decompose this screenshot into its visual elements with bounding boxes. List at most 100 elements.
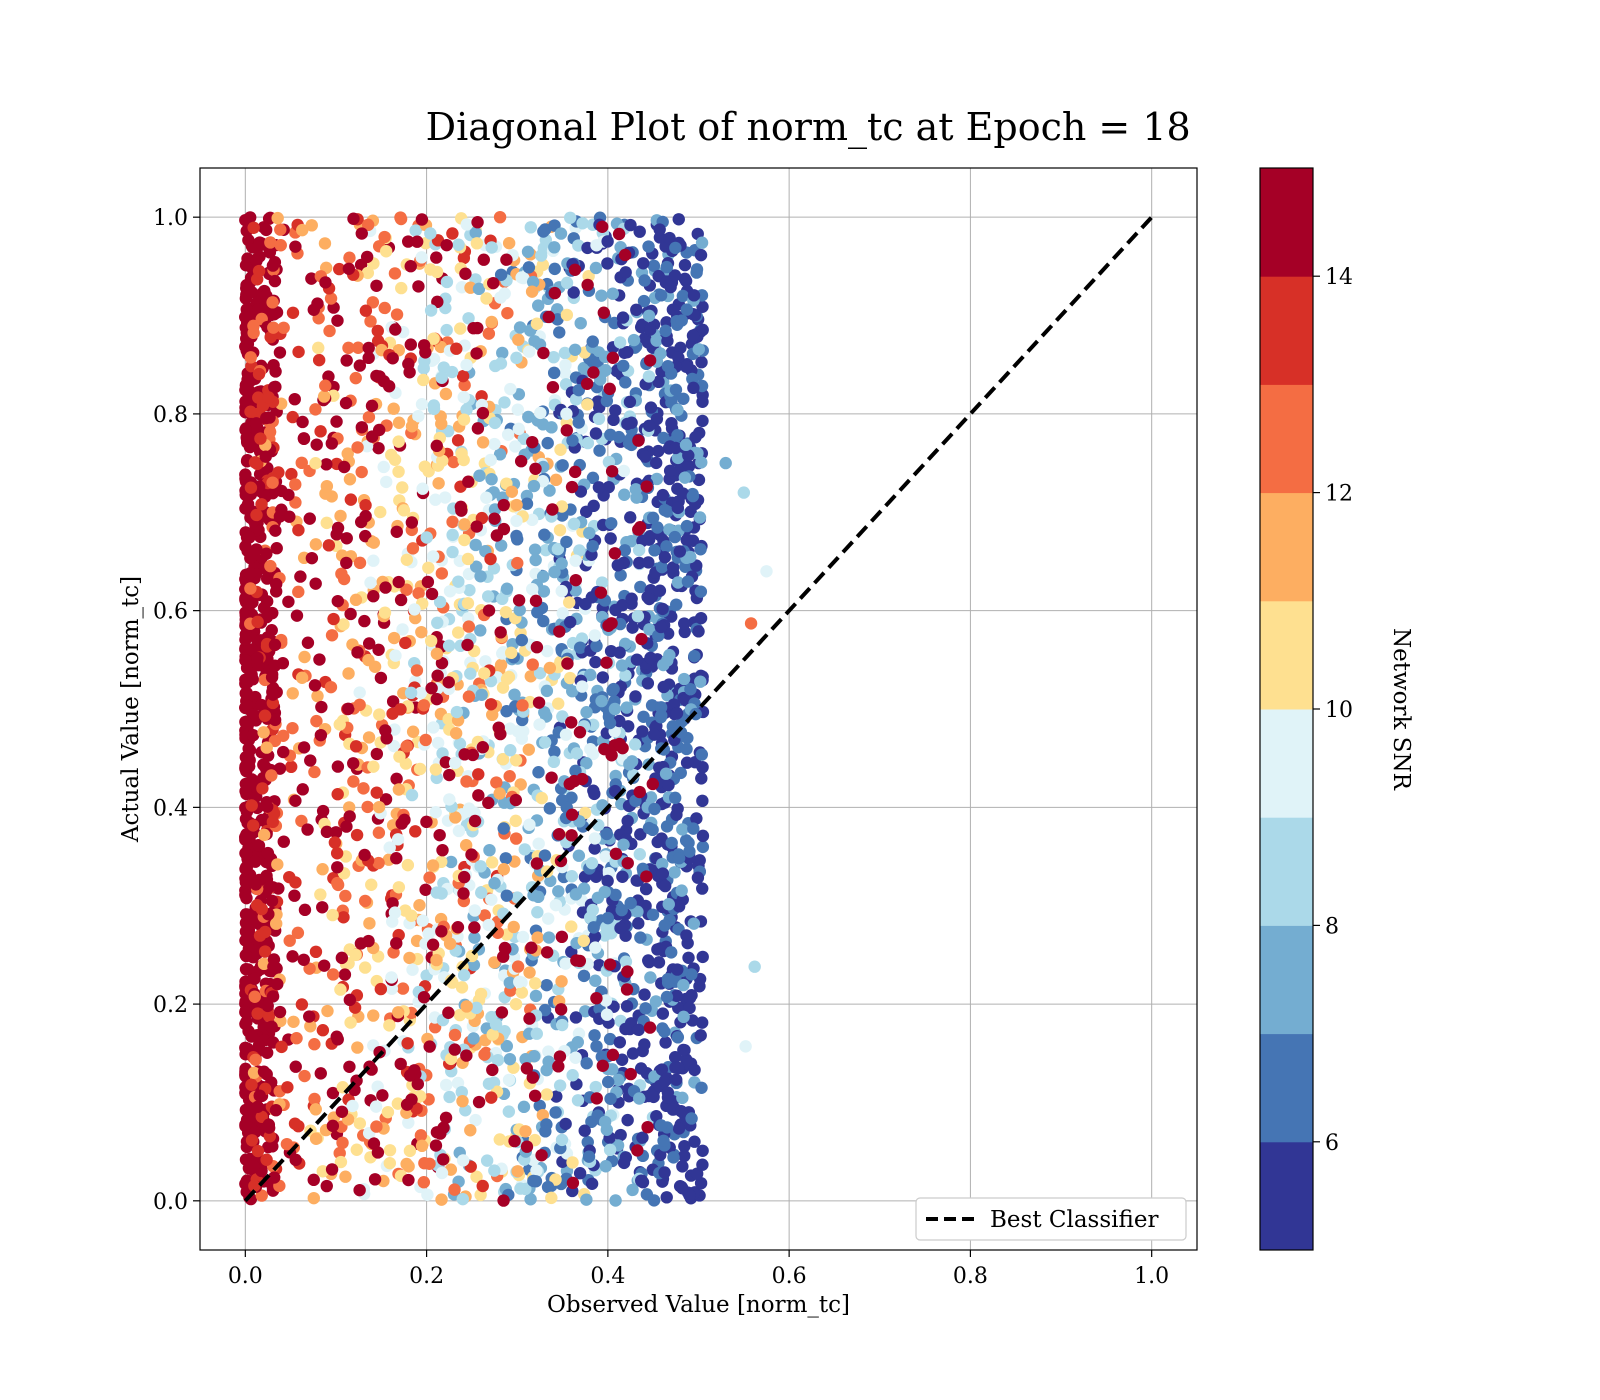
scatter-point [538,849,552,862]
scatter-point [659,1036,672,1049]
x-tick-label: 0.2 [409,1264,444,1289]
scatter-point [502,236,516,250]
scatter-point [603,958,617,971]
scatter-point [689,431,702,444]
scatter-point [372,643,385,656]
scatter-point [560,407,573,421]
scatter-point [361,218,375,232]
scatter-point [511,1165,524,1178]
scatter-point [449,727,463,740]
scatter-point [615,659,629,672]
scatter-point [364,315,377,328]
scatter-point [468,814,482,828]
scatter-point [692,343,705,356]
scatter-point [687,381,700,395]
scatter-point [342,667,355,680]
scatter-point [475,688,488,701]
scatter-point [670,706,684,720]
scatter-point [470,1001,483,1015]
scatter-point [644,401,658,414]
scatter-point [696,1144,709,1157]
scatter-point [633,521,647,534]
scatter-point [616,599,629,612]
scatter-point [331,861,344,874]
scatter-point [513,975,526,989]
scatter-point [316,1165,329,1178]
scatter-point [647,1090,660,1104]
scatter-point [530,857,544,870]
scatter-point [611,559,624,572]
scatter-point [589,427,603,440]
scatter-point [457,413,471,426]
scatter-point [248,990,261,1003]
scatter-point [367,760,380,773]
colorbar-segment [1260,709,1313,818]
scatter-point [589,655,602,669]
scatter-point [312,353,326,367]
scatter-point [342,702,355,716]
scatter-point [606,351,620,364]
scatter-point [678,258,692,272]
scatter-point [687,289,701,302]
scatter-point [494,357,508,370]
scatter-point [676,823,689,836]
scatter-point [269,1104,283,1117]
scatter-point [605,517,618,530]
scatter-point [514,455,528,468]
scatter-point [454,322,467,335]
scatter-point [493,1133,506,1146]
x-tick-label: 1.0 [1134,1264,1169,1289]
scatter-point [281,1081,294,1094]
scatter-point [457,390,470,404]
scatter-point [331,760,345,773]
scatter-point [461,597,475,610]
scatter-point [482,796,495,810]
scatter-point [319,276,332,289]
scatter-point [242,374,256,387]
scatter-point [573,1167,587,1180]
scatter-point [271,858,284,871]
scatter-point [602,619,615,632]
scatter-point [439,1111,453,1124]
scatter-point [621,814,634,828]
scatter-point [534,406,547,420]
scatter-point [307,1173,320,1187]
scatter-point [309,403,322,416]
scatter-point [696,414,709,428]
scatter-point [526,435,539,449]
scatter-point [553,326,566,339]
scatter-point [353,359,367,372]
scatter-point [646,823,659,837]
scatter-point [671,451,685,465]
scatter-point [639,1002,652,1015]
scatter-point [243,743,257,757]
scatter-point [448,1043,461,1056]
scatter-point [480,292,493,305]
scatter-point [319,379,332,392]
scatter-point [679,438,693,452]
scatter-point [426,859,440,872]
scatter-point [661,334,674,348]
scatter-point [442,1006,455,1019]
scatter-point [618,488,631,501]
scatter-point [643,1021,657,1034]
scatter-point [445,974,458,987]
scatter-point [531,931,544,944]
scatter-point [335,1105,349,1118]
scatter-point [680,742,693,756]
scatter-point [555,584,568,598]
scatter-point [601,874,614,888]
scatter-point [568,465,582,479]
scatter-point [508,688,521,701]
scatter-point [582,1150,596,1163]
colorbar-tick-label: 8 [1325,914,1339,939]
scatter-point [359,499,372,512]
scatter-point [665,946,678,959]
scatter-point [239,383,252,397]
scatter-point [649,995,663,1008]
scatter-point [391,1006,405,1019]
scatter-point [502,1073,516,1087]
scatter-point [400,553,414,566]
scatter-point [240,891,253,905]
scatter-point [565,480,579,494]
